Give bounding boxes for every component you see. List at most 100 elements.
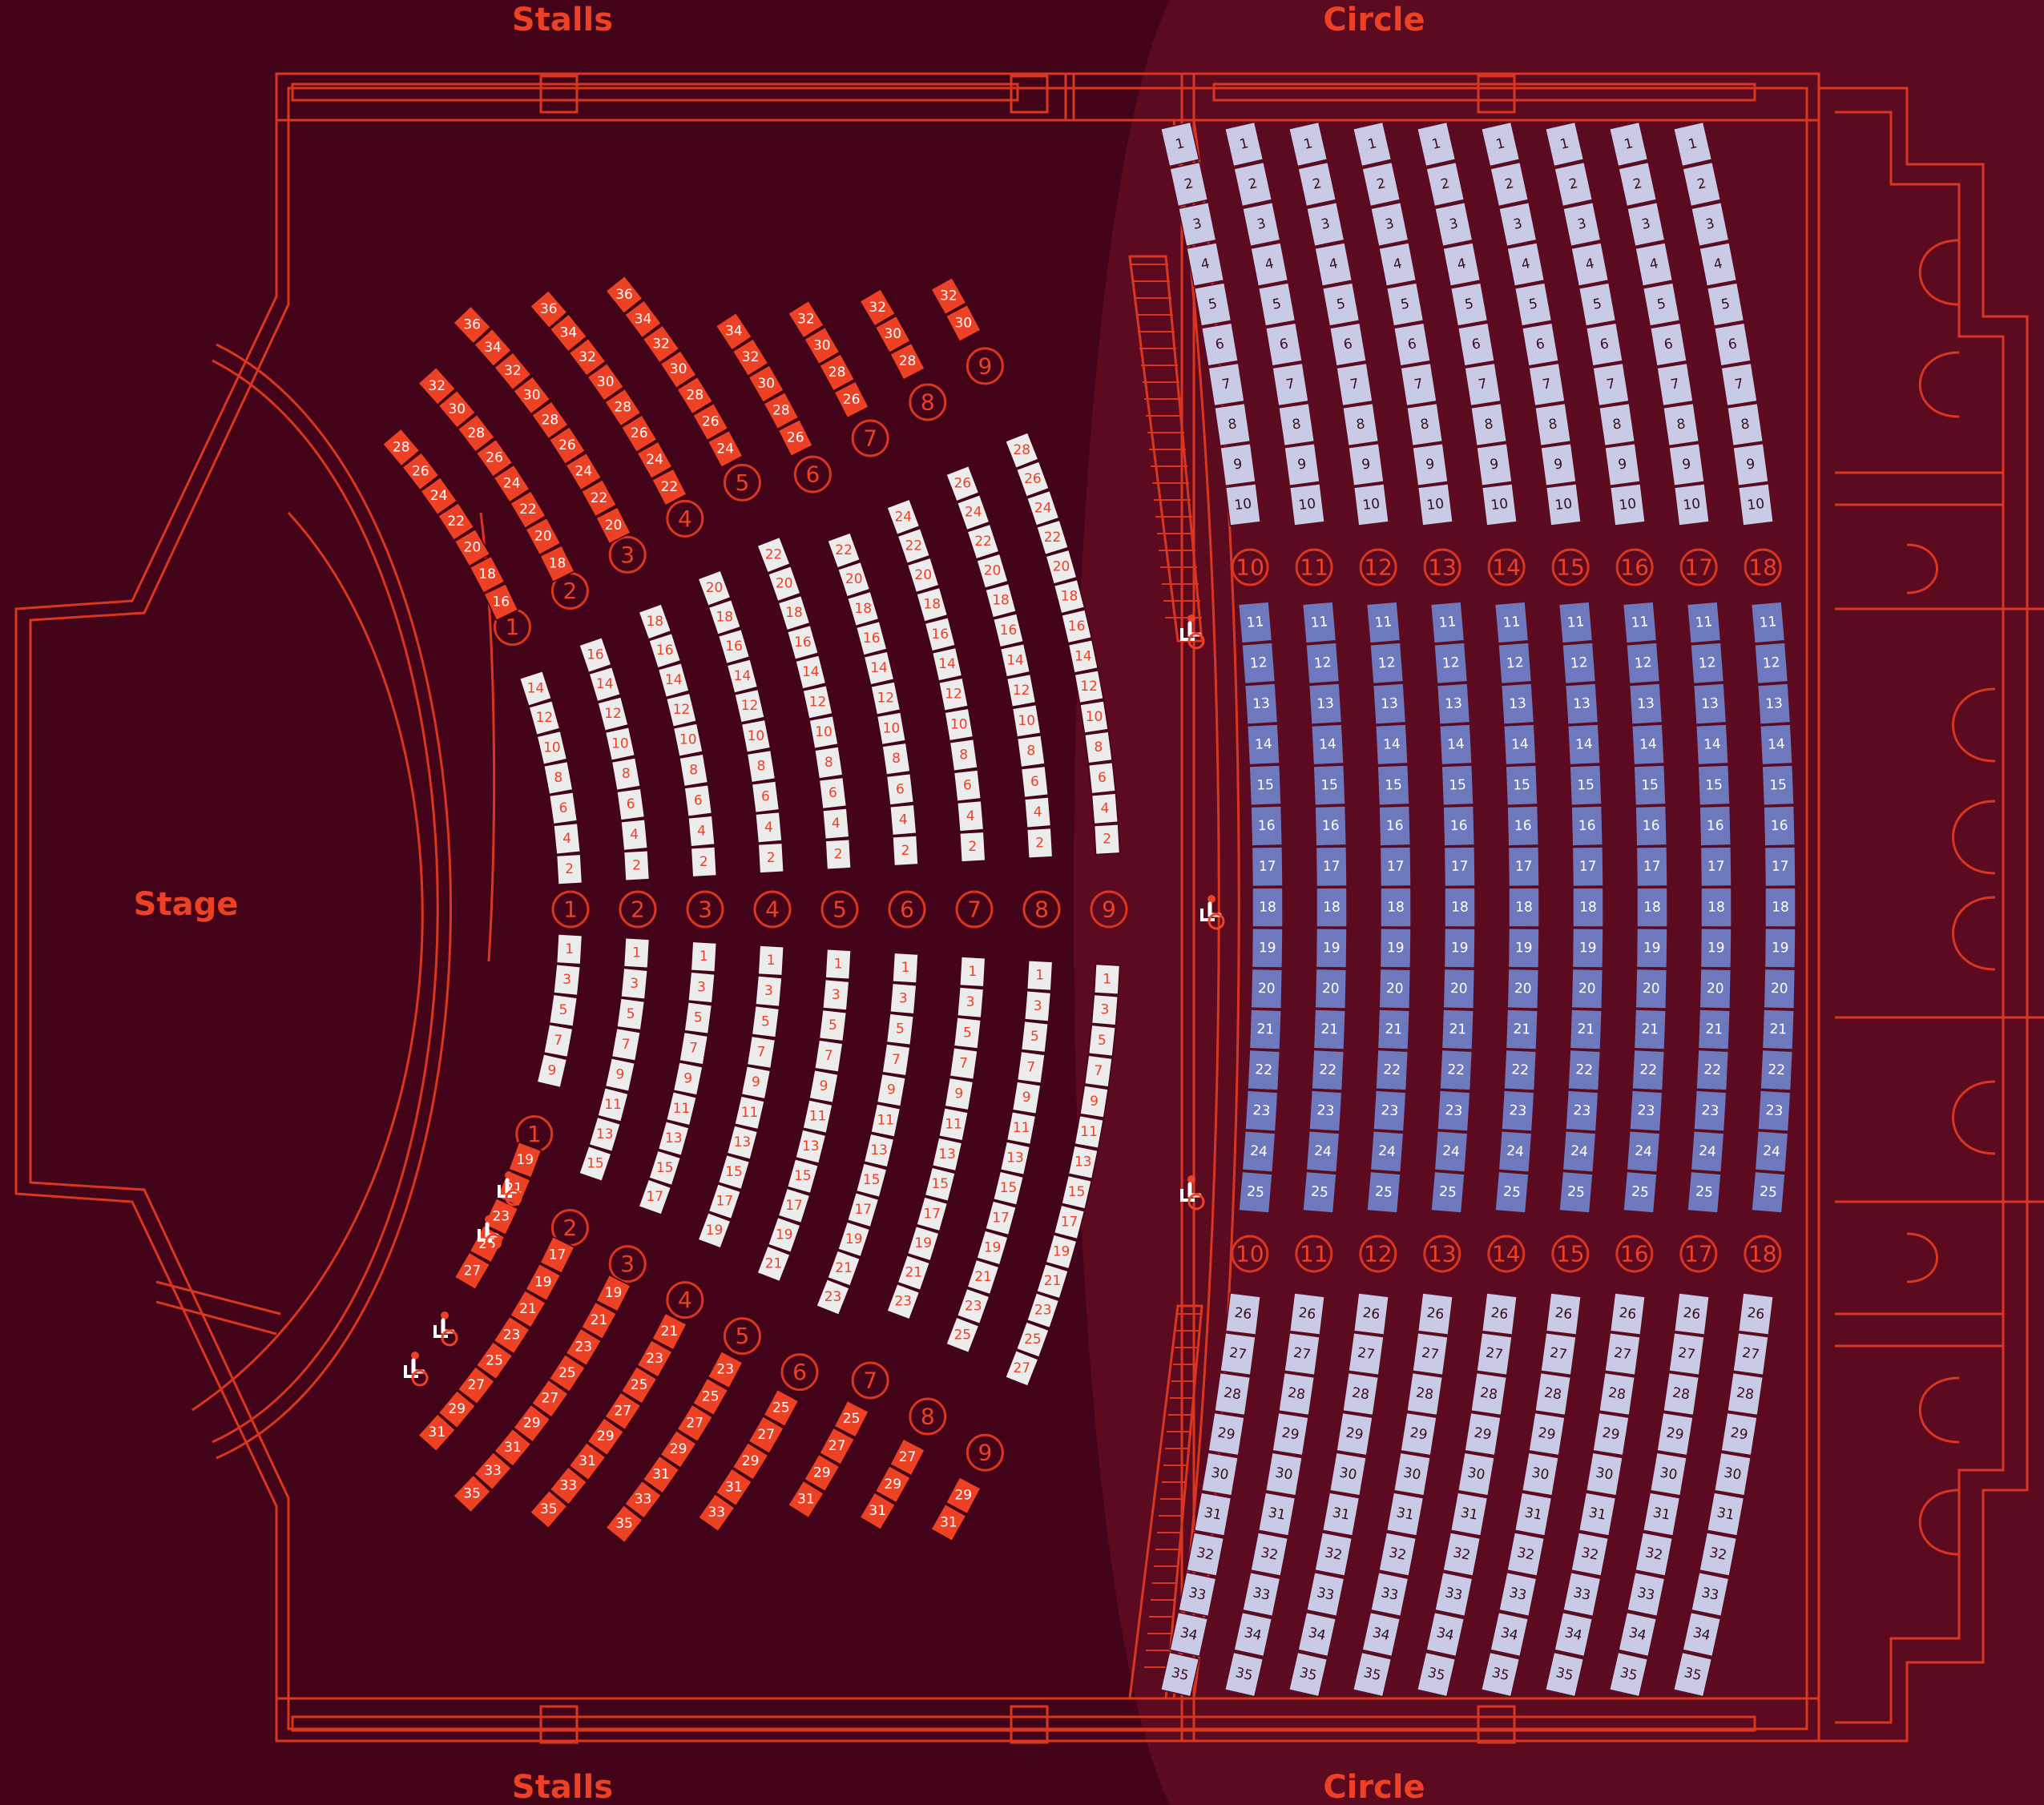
circle-seat[interactable]: 15	[1441, 764, 1474, 807]
stalls-seat[interactable]: 7	[542, 1023, 574, 1058]
circle-seat[interactable]: 10	[1353, 483, 1389, 526]
stalls-seat[interactable]: 11	[733, 1095, 766, 1130]
circle-seat[interactable]: 5	[1449, 282, 1489, 327]
circle-seat[interactable]: 8	[1534, 402, 1572, 447]
stalls-seat[interactable]: 3	[553, 963, 582, 997]
stalls-seat[interactable]: 34	[473, 328, 513, 368]
circle-seat[interactable]: 15	[1697, 764, 1731, 807]
stalls-seat[interactable]: 14	[726, 658, 759, 695]
circle-seat[interactable]: 22	[1503, 1049, 1538, 1091]
circle-seat[interactable]: 4	[1186, 241, 1225, 288]
stalls-seat[interactable]: 36	[529, 289, 568, 329]
stalls-seat[interactable]: 10	[944, 707, 974, 742]
circle-seat[interactable]: 34	[1233, 1611, 1273, 1658]
circle-seat[interactable]: 31	[1385, 1492, 1425, 1537]
circle-seat[interactable]: 32	[1314, 1531, 1353, 1577]
circle-seat[interactable]: 30	[1521, 1452, 1560, 1497]
stalls-seat[interactable]: 2	[959, 831, 986, 863]
stalls-seat[interactable]: 14	[1067, 639, 1099, 674]
circle-seat[interactable]: 9	[1476, 442, 1513, 487]
stalls-seat[interactable]: 19	[976, 1229, 1009, 1266]
circle-seat[interactable]: 17	[1507, 846, 1540, 888]
circle-seat[interactable]: 17	[1635, 846, 1668, 888]
circle-seat[interactable]: 22	[1760, 1049, 1794, 1091]
circle-seat[interactable]: 34	[1618, 1611, 1658, 1658]
circle-seat[interactable]: 6	[1457, 322, 1496, 367]
stalls-seat[interactable]: 22	[966, 523, 1000, 560]
circle-seat[interactable]: 27	[1348, 1332, 1385, 1376]
circle-seat[interactable]: 16	[1250, 805, 1284, 847]
stalls-seat[interactable]: 5	[683, 1001, 713, 1035]
circle-seat[interactable]: 18	[1636, 887, 1668, 928]
circle-seat[interactable]: 31	[1642, 1492, 1681, 1537]
stalls-seat[interactable]: 26	[620, 413, 658, 453]
circle-seat[interactable]: 12	[1626, 642, 1661, 685]
circle-seat[interactable]: 13	[1244, 683, 1279, 725]
circle-seat[interactable]: 19	[1507, 928, 1540, 969]
stalls-seat[interactable]: 25	[548, 1353, 587, 1393]
circle-seat[interactable]: 13	[1564, 683, 1599, 725]
stalls-seat[interactable]: 32	[642, 324, 680, 364]
circle-seat[interactable]: 1	[1480, 121, 1521, 167]
circle-seat[interactable]: 9	[1668, 442, 1705, 487]
circle-seat[interactable]: 30	[1585, 1452, 1624, 1497]
stalls-seat[interactable]: 12	[937, 677, 970, 712]
stalls-seat[interactable]: 31	[493, 1428, 532, 1468]
circle-seat[interactable]: 25	[1687, 1170, 1722, 1214]
circle-seat[interactable]: 27	[1604, 1332, 1641, 1376]
stalls-seat[interactable]: 26	[777, 418, 814, 457]
stalls-seat[interactable]: 12	[528, 699, 561, 736]
circle-seat[interactable]: 33	[1241, 1571, 1281, 1618]
stalls-seat[interactable]: 2	[892, 835, 919, 867]
circle-seat[interactable]: 17	[1699, 846, 1732, 888]
circle-seat[interactable]: 18	[1316, 887, 1348, 928]
circle-seat[interactable]: 22	[1247, 1049, 1281, 1091]
circle-seat[interactable]: 5	[1385, 282, 1425, 327]
circle-seat[interactable]: 12	[1369, 642, 1405, 685]
circle-seat[interactable]: 33	[1369, 1571, 1409, 1618]
stalls-seat[interactable]: 4	[620, 819, 649, 852]
circle-seat[interactable]: 20	[1699, 968, 1732, 1009]
circle-seat[interactable]: 27	[1284, 1332, 1320, 1376]
stalls-seat[interactable]: 20	[837, 561, 871, 598]
stalls-seat[interactable]: 2	[757, 842, 784, 874]
stalls-seat[interactable]: 35	[529, 1489, 568, 1529]
circle-seat[interactable]: 5	[1514, 282, 1553, 327]
stalls-seat[interactable]: 13	[1067, 1145, 1099, 1180]
circle-seat[interactable]: 19	[1379, 928, 1412, 969]
stalls-seat[interactable]: 24	[885, 498, 921, 536]
circle-seat[interactable]: 32	[1250, 1531, 1289, 1577]
stalls-seat[interactable]: 8	[1016, 735, 1046, 768]
stalls-seat[interactable]: 26	[833, 380, 870, 419]
stalls-seat[interactable]: 21	[966, 1259, 1000, 1295]
circle-seat[interactable]: 18	[1380, 887, 1412, 928]
circle-seat[interactable]: 31	[1193, 1492, 1232, 1537]
circle-seat[interactable]: 7	[1528, 362, 1566, 407]
stalls-seat[interactable]: 12	[870, 680, 901, 716]
circle-seat[interactable]: 4	[1570, 241, 1610, 288]
circle-seat[interactable]: 7	[1400, 362, 1437, 407]
circle-seat[interactable]: 2	[1169, 161, 1209, 207]
stalls-seat[interactable]: 12	[802, 684, 833, 720]
stalls-seat[interactable]: 23	[483, 1197, 519, 1236]
circle-seat[interactable]: 1	[1352, 121, 1393, 167]
circle-seat[interactable]: 31	[1706, 1492, 1745, 1537]
circle-seat[interactable]: 2	[1425, 161, 1465, 207]
circle-seat[interactable]: 25	[1430, 1170, 1465, 1214]
stalls-seat[interactable]: 31	[715, 1467, 753, 1507]
circle-seat[interactable]: 21	[1761, 1009, 1795, 1050]
circle-seat[interactable]: 10	[1545, 483, 1582, 526]
stalls-seat[interactable]: 20	[1045, 549, 1078, 585]
stalls-seat[interactable]: 32	[787, 300, 825, 339]
circle-seat[interactable]: 3	[1562, 201, 1602, 248]
stalls-seat[interactable]: 18	[638, 602, 672, 640]
stalls-seat[interactable]: 27	[818, 1427, 856, 1466]
stalls-seat[interactable]: 28	[457, 413, 496, 453]
stalls-seat[interactable]: 32	[929, 276, 967, 316]
circle-seat[interactable]: 22	[1439, 1049, 1474, 1091]
circle-seat[interactable]: 28	[1598, 1372, 1636, 1416]
stalls-seat[interactable]: 6	[751, 780, 780, 814]
stalls-seat[interactable]: 4	[956, 800, 985, 832]
circle-seat[interactable]: 32	[1570, 1531, 1610, 1577]
stalls-seat[interactable]: 28	[1004, 431, 1039, 469]
